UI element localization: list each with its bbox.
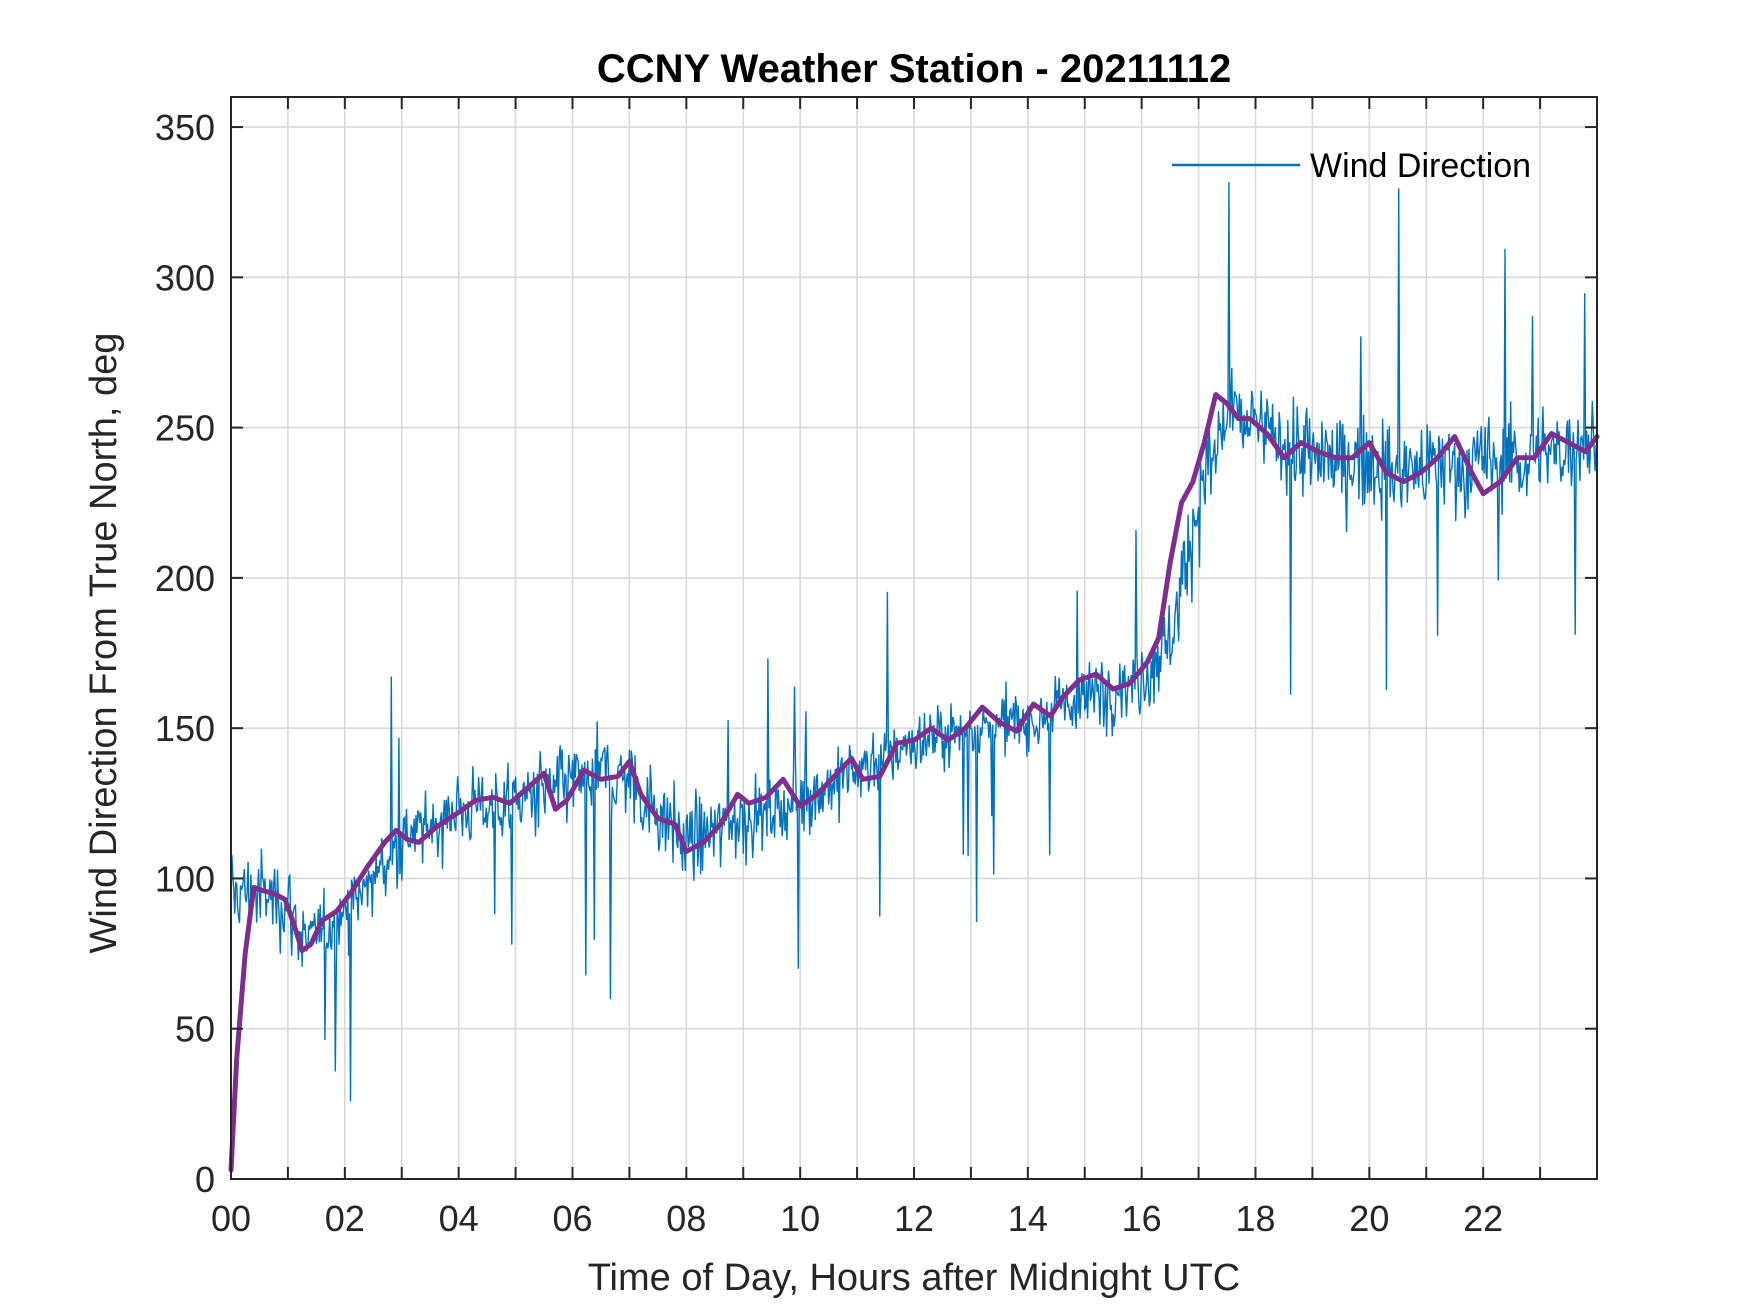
series-layer — [228, 181, 1600, 1173]
chart-title: CCNY Weather Station - 20211112 — [597, 47, 1231, 91]
x-tick-label: 22 — [1463, 1198, 1503, 1239]
tick-labels: 00 02 04 06 08 10 12 14 16 18 20 22 0 50 100 150 200 250 3… — [155, 107, 1503, 1239]
series-line-wind-direction — [230, 181, 1597, 1102]
y-tick-label: 0 — [195, 1159, 215, 1200]
legend-label-wind-direction: Wind Direction — [1310, 147, 1531, 185]
y-tick-label: 100 — [155, 858, 215, 899]
x-tick-label: 04 — [439, 1198, 479, 1239]
x-tick-label: 06 — [552, 1198, 592, 1239]
x-tick-label: 10 — [780, 1198, 820, 1239]
y-tick-label: 50 — [175, 1009, 215, 1050]
y-tick-label: 350 — [155, 107, 215, 148]
y-tick-label: 150 — [155, 708, 215, 749]
series-line-running-mean — [228, 392, 1600, 1173]
x-tick-label: 16 — [1122, 1198, 1162, 1239]
x-tick-label: 02 — [325, 1198, 365, 1239]
x-tick-label: 20 — [1349, 1198, 1389, 1239]
y-axis-label: Wind Direction From True North, deg — [83, 333, 125, 954]
x-tick-label: 08 — [666, 1198, 706, 1239]
x-tick-label: 14 — [1008, 1198, 1048, 1239]
x-tick-label: 00 — [211, 1198, 251, 1239]
y-tick-label: 250 — [155, 408, 215, 449]
grid-lines — [231, 97, 1597, 1179]
x-tick-label: 18 — [1235, 1198, 1275, 1239]
axes-layer — [230, 96, 1598, 1180]
x-axis-label: Time of Day, Hours after Midnight UTC — [588, 1257, 1241, 1299]
y-tick-label: 200 — [155, 558, 215, 599]
y-tick-label: 300 — [155, 257, 215, 298]
x-tick-label: 12 — [894, 1198, 934, 1239]
legend: Wind Direction — [1172, 147, 1531, 185]
